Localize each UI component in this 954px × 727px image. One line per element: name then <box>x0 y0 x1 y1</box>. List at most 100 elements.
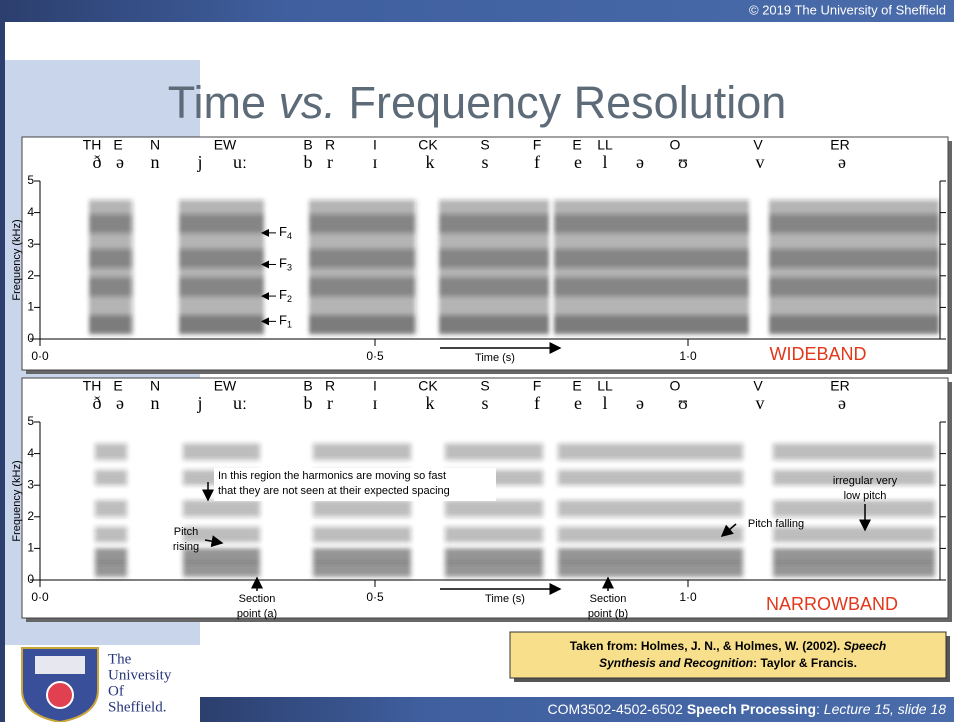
phoneme-label: k <box>426 152 435 172</box>
annotation: low pitch <box>844 490 887 502</box>
formant <box>308 249 416 268</box>
logo-crest <box>22 648 98 722</box>
formant <box>178 315 265 334</box>
phoneme-label: ʊ <box>678 393 688 413</box>
y-tick-label: 0 <box>27 331 34 345</box>
word-label: R <box>325 137 335 153</box>
formant <box>553 214 748 233</box>
word-label: O <box>670 378 681 394</box>
word-label: CK <box>418 137 438 153</box>
harmonics <box>558 526 743 542</box>
word-label: V <box>753 378 763 394</box>
word-label: LL <box>597 137 613 153</box>
word-label: ER <box>830 378 849 394</box>
formant-sub: 1 <box>287 320 292 330</box>
x-tick-label: 0·5 <box>366 349 384 363</box>
y-axis-label: Frequency (kHz) <box>11 460 23 541</box>
phoneme-label: ə <box>116 393 124 413</box>
formant <box>90 277 132 296</box>
phoneme-label: v <box>756 152 765 172</box>
harmonics <box>558 501 743 517</box>
harmonics <box>445 444 543 460</box>
word-label: N <box>150 137 160 153</box>
annotation: irregular very <box>833 475 898 487</box>
logo-text: Sheffield. <box>108 699 166 715</box>
annotation: rising <box>173 541 199 553</box>
formant <box>440 249 548 268</box>
annotation: Section <box>239 593 276 605</box>
formant-letter: F <box>279 313 287 328</box>
harmonics <box>95 526 127 542</box>
logo-text: The <box>108 651 132 667</box>
logo-text: University <box>108 667 172 683</box>
phoneme-label: k <box>426 393 435 413</box>
word-label: B <box>303 378 312 394</box>
formant <box>308 214 416 233</box>
annotation: Pitch falling <box>748 518 804 530</box>
word-label: R <box>325 378 335 394</box>
formant-sub: 3 <box>287 263 292 273</box>
word-label: TH <box>83 378 102 394</box>
y-tick-label: 5 <box>27 414 34 428</box>
phoneme-label: ɪ <box>372 393 377 413</box>
formant <box>553 249 748 268</box>
citation-text: : Taylor & Francis. <box>753 656 857 670</box>
formant <box>440 315 548 334</box>
y-tick-label: 0 <box>27 572 34 586</box>
phoneme-label: f <box>534 152 540 172</box>
x-tick-label: 0·0 <box>31 349 49 363</box>
harmonics <box>183 501 260 517</box>
phoneme-label: ə <box>116 152 124 172</box>
phoneme-label: s <box>481 152 488 172</box>
phoneme-label: uː <box>233 393 247 413</box>
time-label: Time (s) <box>475 352 515 364</box>
harmonics <box>558 548 743 564</box>
formant-sub: 2 <box>287 294 292 304</box>
phoneme-label: l <box>602 393 607 413</box>
phoneme-label: j <box>196 152 202 172</box>
formant <box>178 214 265 233</box>
word-label: B <box>303 137 312 153</box>
citation-title: Speech <box>844 639 887 653</box>
formant-letter: F <box>279 224 287 239</box>
kind-label: WIDEBAND <box>769 344 866 364</box>
harmonics <box>95 444 127 460</box>
phoneme-label: ə <box>838 393 846 413</box>
word-label: S <box>480 137 489 153</box>
word-label: V <box>753 137 763 153</box>
citation-text: Taken from: Holmes, J. N., & Holmes, W. … <box>570 639 844 653</box>
page: {"header": {"copyright": "© 2019 The Uni… <box>0 0 954 722</box>
phoneme-label: n <box>151 152 160 172</box>
spectrogram-image <box>90 200 940 334</box>
annotation: that they are not seen at their expected… <box>218 485 450 497</box>
x-tick-label: 0·5 <box>366 590 384 604</box>
footer-slide: Lecture 15, slide 18 <box>824 701 946 717</box>
phoneme-label: b <box>304 393 313 413</box>
x-tick-label: 1·0 <box>679 349 697 363</box>
x-tick-label: 0·0 <box>31 590 49 604</box>
phoneme-label: ə <box>838 152 846 172</box>
word-label: CK <box>418 378 438 394</box>
y-tick-label: 3 <box>27 477 34 491</box>
formant <box>768 214 940 233</box>
word-label: F <box>533 137 542 153</box>
annotation: In this region the harmonics are moving … <box>218 470 446 482</box>
left-edge <box>0 22 5 722</box>
formant <box>308 277 416 296</box>
word-label: E <box>113 137 122 153</box>
harmonics <box>313 444 411 460</box>
harmonics <box>773 501 935 517</box>
harmonics <box>95 469 127 485</box>
phoneme-label: v <box>756 393 765 413</box>
formant <box>768 249 940 268</box>
formant <box>90 214 132 233</box>
phoneme-label: e <box>574 152 582 172</box>
word-label: EW <box>214 378 237 394</box>
y-tick-label: 1 <box>27 541 34 555</box>
harmonics <box>445 548 543 564</box>
time-label: Time (s) <box>485 593 525 605</box>
formant <box>178 249 265 268</box>
annotation: point (b) <box>588 608 628 620</box>
phoneme-label: uː <box>233 152 247 172</box>
y-tick-label: 4 <box>27 446 34 460</box>
